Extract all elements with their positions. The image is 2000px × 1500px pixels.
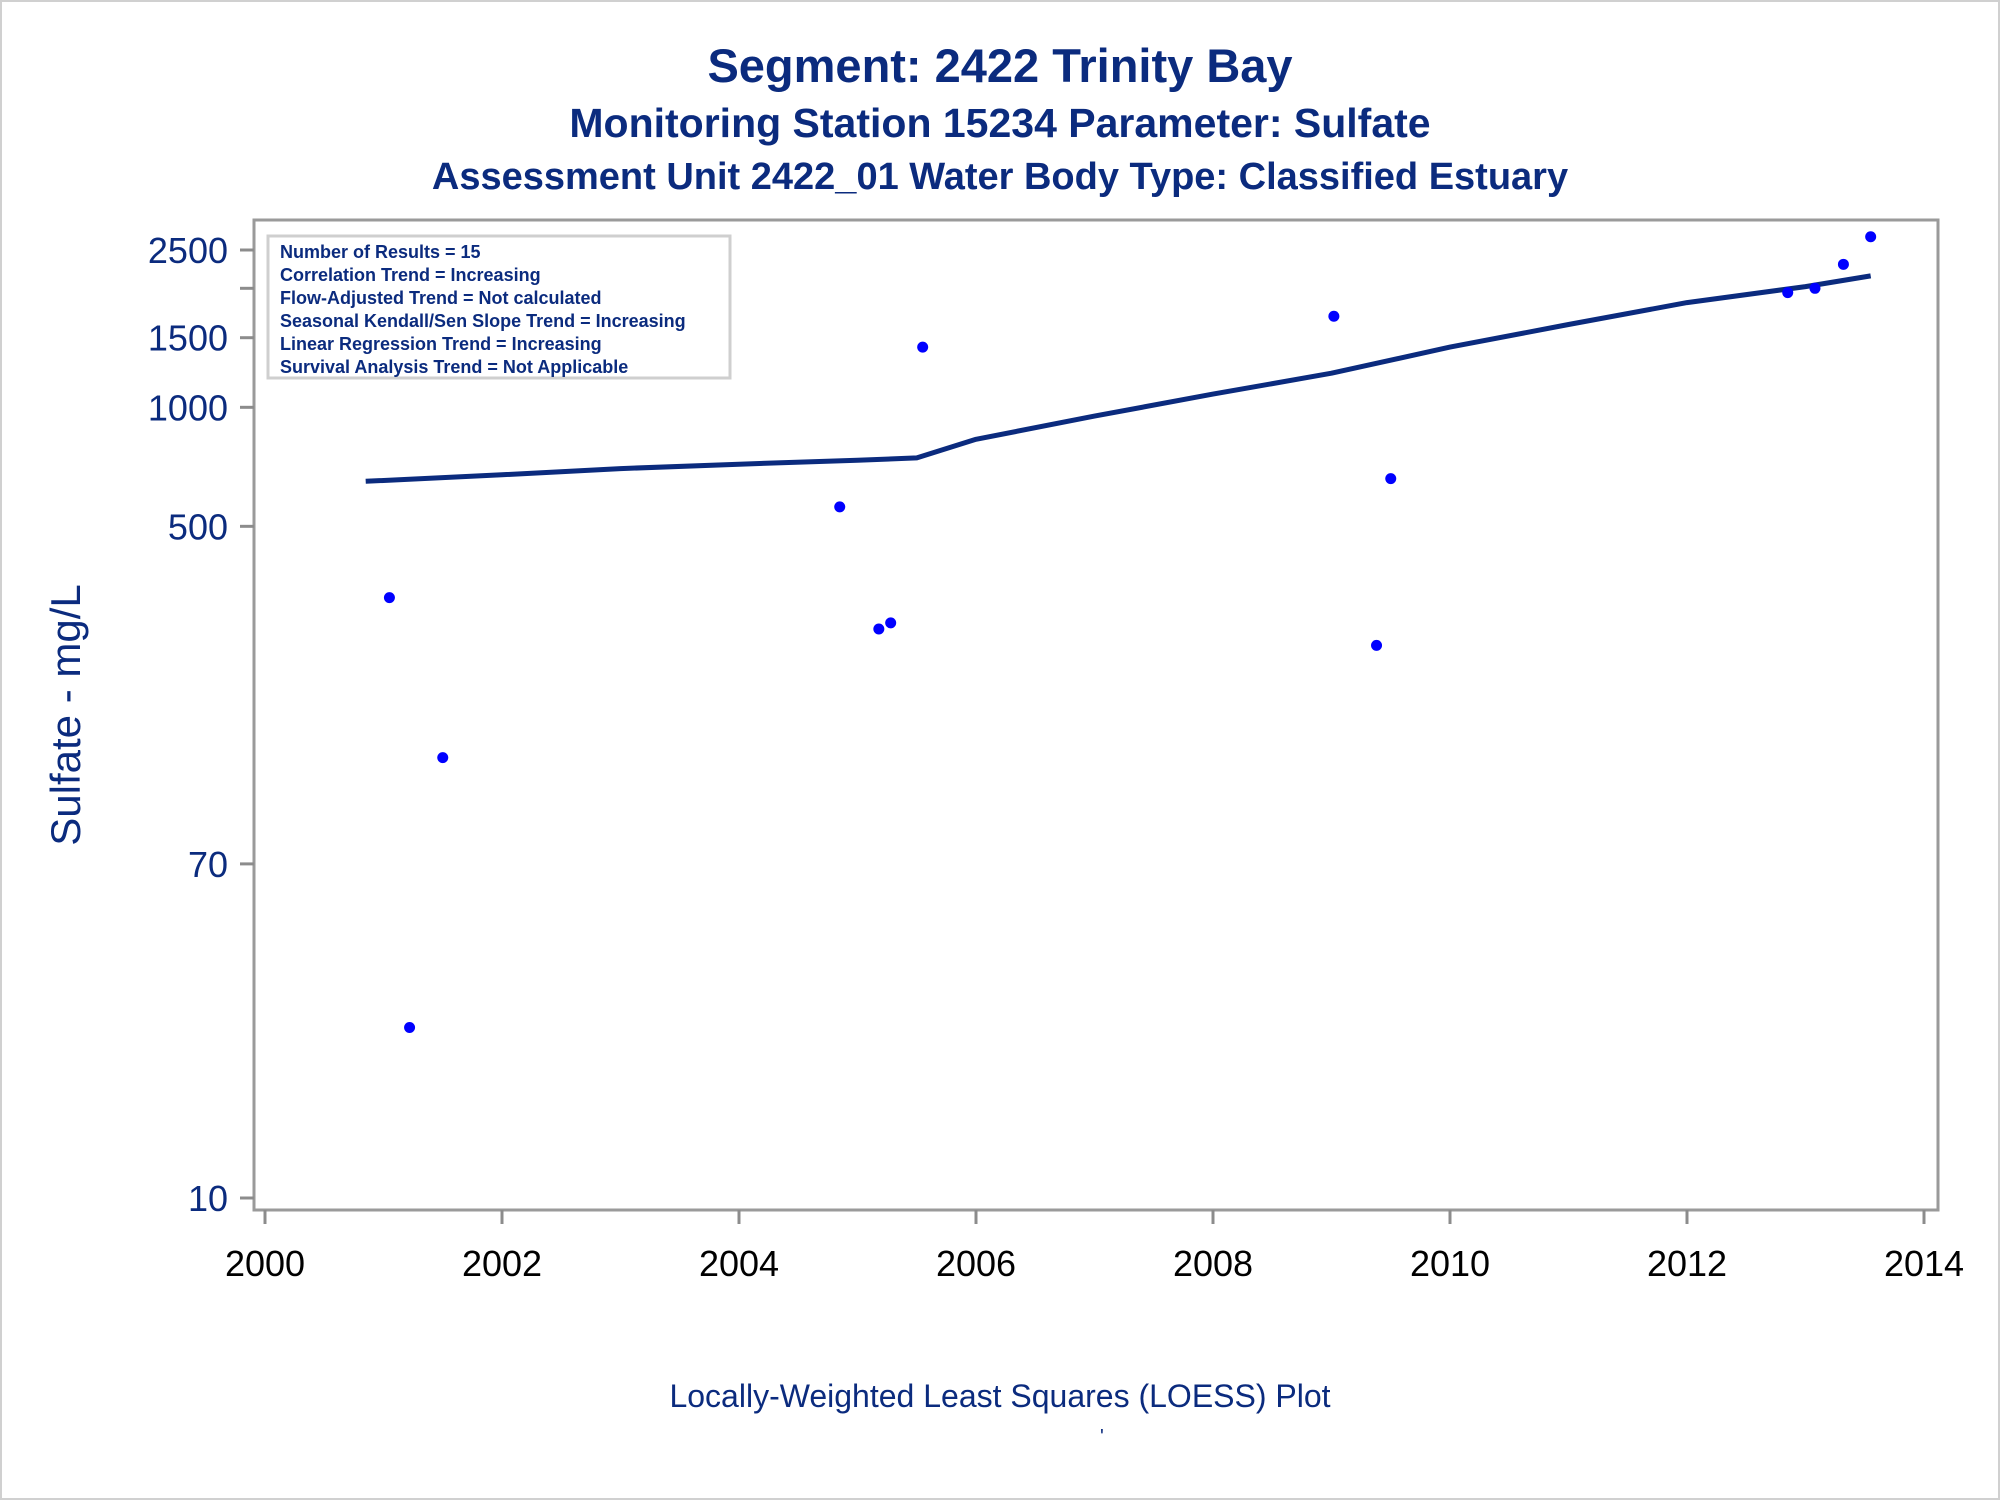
data-point bbox=[873, 623, 885, 635]
x-tick-label: 2002 bbox=[462, 1243, 542, 1284]
y-axis-label: Sulfate - mg/L bbox=[42, 584, 89, 845]
y-tick-label: 1000 bbox=[148, 387, 228, 428]
data-point bbox=[834, 501, 846, 513]
legend-entry: Correlation Trend = Increasing bbox=[280, 265, 541, 285]
data-point bbox=[885, 617, 897, 629]
x-tick-label: 2000 bbox=[225, 1243, 305, 1284]
data-point bbox=[383, 592, 395, 604]
x-tick-label: 2010 bbox=[1410, 1243, 1490, 1284]
legend-entry: Survival Analysis Trend = Not Applicable bbox=[280, 357, 628, 377]
legend: Number of Results = 15 Correlation Trend … bbox=[266, 234, 732, 380]
x-tick-label: 2014 bbox=[1884, 1243, 1964, 1284]
loess-line bbox=[365, 273, 1872, 484]
y-tick-label: 1500 bbox=[148, 318, 228, 359]
chart-subtitle-2: Assessment Unit 2422_01 Water Body Type:… bbox=[431, 156, 1569, 198]
data-point bbox=[1385, 473, 1397, 485]
data-point bbox=[1371, 639, 1383, 651]
y-tick-label: 2500 bbox=[148, 230, 228, 271]
legend-entry: Number of Results = 15 bbox=[280, 242, 481, 262]
chart-subtitle: Monitoring Station 15234 Parameter: Sulf… bbox=[569, 100, 1431, 146]
y-tick-label: 10 bbox=[188, 1178, 228, 1219]
legend-entry: Seasonal Kendall/Sen Slope Trend = Incre… bbox=[280, 311, 686, 331]
plot-area bbox=[252, 218, 1940, 1212]
data-point bbox=[1328, 310, 1340, 322]
x-tick-label: 2004 bbox=[699, 1243, 779, 1284]
legend-box bbox=[266, 234, 732, 380]
data-point bbox=[437, 752, 449, 764]
data-point bbox=[917, 341, 929, 353]
data-point bbox=[1865, 231, 1877, 243]
plot-footnote: Locally-Weighted Least Squares (LOESS) P… bbox=[669, 1378, 1331, 1414]
data-point bbox=[1837, 258, 1849, 270]
x-tick-label: 2006 bbox=[936, 1243, 1016, 1284]
legend-entry: Linear Regression Trend = Increasing bbox=[280, 334, 602, 354]
legend-entry: Flow-Adjusted Trend = Not calculated bbox=[280, 288, 602, 308]
legend-entries: Number of Results = 15 Correlation Trend … bbox=[280, 242, 686, 377]
x-tick-label: 2008 bbox=[1173, 1243, 1253, 1284]
y-tick-label: 70 bbox=[188, 844, 228, 885]
x-axis: 2000 2002 2004 2006 2008 2010 2012 2014 bbox=[225, 1210, 1964, 1284]
data-point bbox=[1809, 282, 1821, 294]
x-tick-label: 2012 bbox=[1647, 1243, 1727, 1284]
chart-title: Segment: 2422 Trinity Bay bbox=[707, 39, 1293, 92]
y-tick-label: 500 bbox=[168, 506, 228, 547]
data-point bbox=[1782, 287, 1794, 299]
y-axis: 2500 1500 1000 500 70 10 bbox=[148, 230, 254, 1219]
data-point bbox=[404, 1021, 416, 1033]
footnote-mark: ' bbox=[1100, 1426, 1104, 1448]
